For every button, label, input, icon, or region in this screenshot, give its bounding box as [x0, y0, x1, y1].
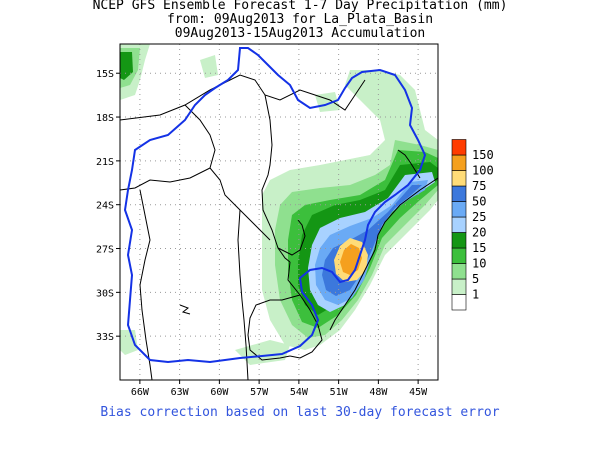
map-frame — [119, 43, 439, 381]
border-line — [247, 294, 301, 361]
lon-tick-label: 54W — [290, 387, 309, 398]
lon-tick-label: 57W — [250, 387, 269, 398]
chart-title: NCEP GFS Ensemble Forecast 1-7 Day Preci… — [92, 0, 508, 13]
latitude-labels: 15S 18S 21S 24S 27S 30S 33S — [96, 69, 120, 343]
legend-swatch — [451, 154, 467, 171]
basin-boundary — [123, 47, 427, 364]
lon-tick-label: 66W — [131, 387, 150, 398]
legend-swatch — [451, 185, 467, 202]
lon-tick-label: 63W — [171, 387, 190, 398]
border-line — [237, 209, 249, 380]
lon-tick-label: 48W — [369, 387, 388, 398]
legend-swatch — [451, 278, 467, 295]
legend-swatch — [451, 139, 467, 156]
precip-area-20mm-west — [120, 52, 133, 80]
legend-label: 25 — [472, 210, 486, 224]
chart-subtitle-period: 09Aug2013-15Aug2013 Accumulation — [174, 26, 426, 41]
legend-label: 100 — [472, 164, 494, 178]
lon-tick-label: 45W — [409, 387, 428, 398]
lat-tick-label: 33S — [96, 332, 114, 343]
lat-tick-label: 15S — [96, 69, 114, 80]
border-line — [261, 94, 291, 263]
chart-subtitle-date: from: 09Aug2013 for La_Plata_Basin — [166, 12, 434, 27]
legend-label: 150 — [472, 148, 494, 162]
lat-tick-label: 18S — [96, 113, 114, 124]
legend-label: 75 — [472, 179, 486, 193]
border-line — [277, 219, 306, 256]
legend-swatch — [451, 294, 467, 311]
precip-area-5mm-north — [200, 55, 218, 78]
legend-label: 10 — [472, 257, 486, 271]
country-borders — [120, 74, 438, 380]
border-line — [179, 304, 191, 315]
lon-tick-label: 51W — [330, 387, 349, 398]
legend-swatch — [451, 232, 467, 249]
legend-label: 5 — [472, 272, 479, 286]
legend-swatch — [451, 247, 467, 264]
legend-swatch — [451, 170, 467, 187]
lat-tick-label: 24S — [96, 201, 114, 212]
legend-label: 1 — [472, 288, 479, 302]
map-gridlines — [120, 44, 438, 380]
precip-field — [120, 44, 438, 365]
legend-label: 20 — [472, 226, 486, 240]
longitude-labels: 66W 63W 60W 57W 54W 51W 48W 45W — [131, 380, 428, 398]
lat-tick-label: 27S — [96, 245, 114, 256]
border-line — [184, 104, 271, 241]
border-line — [287, 261, 323, 359]
precip-area-5mm-south — [120, 330, 138, 355]
legend-label: 50 — [472, 195, 486, 209]
bias-correction-note: Bias correction based on last 30-day for… — [100, 405, 500, 420]
legend-swatch — [451, 263, 467, 280]
legend-swatch — [451, 201, 467, 218]
border-line — [329, 177, 438, 331]
legend-label: 15 — [472, 241, 486, 255]
lon-tick-label: 60W — [210, 387, 229, 398]
basin-outline — [123, 47, 427, 364]
border-line — [139, 189, 153, 380]
border-line — [120, 167, 211, 191]
legend-swatch — [451, 216, 467, 233]
lat-tick-label: 30S — [96, 288, 114, 299]
lat-tick-label: 21S — [96, 157, 114, 168]
